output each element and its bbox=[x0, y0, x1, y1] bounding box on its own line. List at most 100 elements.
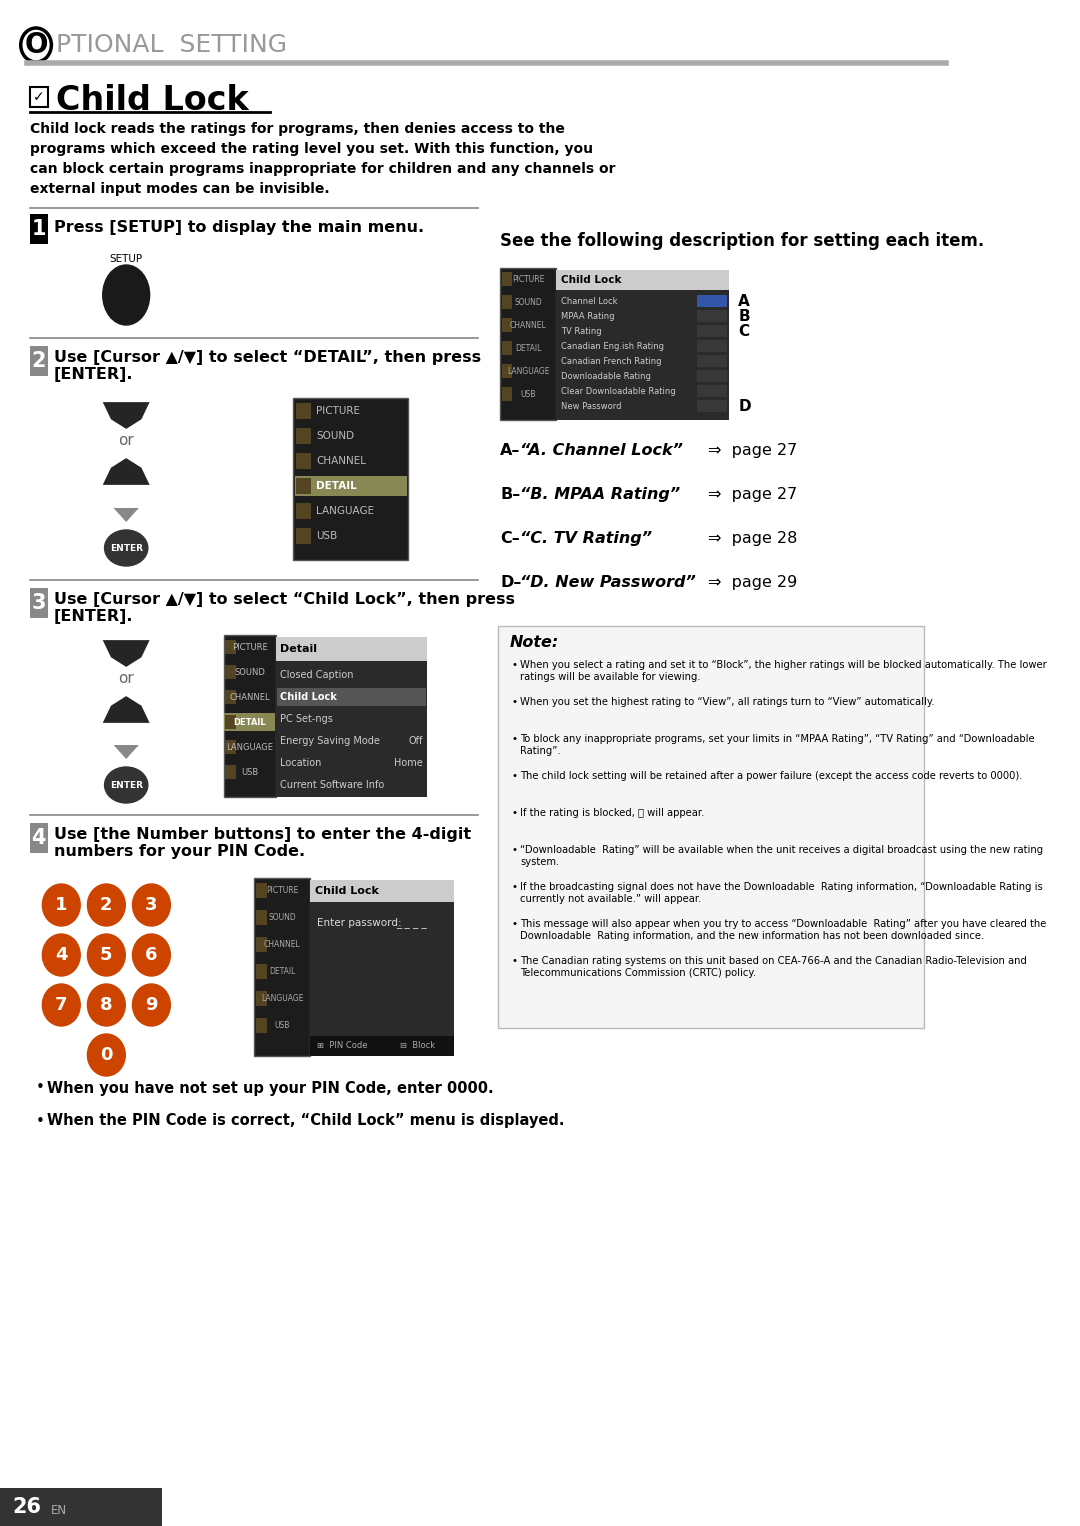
FancyBboxPatch shape bbox=[30, 346, 48, 375]
Text: To block any inappropriate programs, set your limits in “MPAA Rating”, “TV Ratin: To block any inappropriate programs, set… bbox=[521, 734, 1038, 755]
Text: LANGUAGE: LANGUAGE bbox=[261, 993, 303, 1003]
Text: LANGUAGE: LANGUAGE bbox=[507, 366, 550, 375]
Ellipse shape bbox=[105, 530, 148, 566]
Text: 0: 0 bbox=[100, 1045, 112, 1064]
Text: or: or bbox=[119, 433, 134, 449]
Text: 9: 9 bbox=[145, 996, 158, 1013]
FancyBboxPatch shape bbox=[502, 317, 512, 333]
Polygon shape bbox=[113, 745, 139, 758]
FancyBboxPatch shape bbox=[697, 356, 728, 366]
Text: ⇒  page 29: ⇒ page 29 bbox=[707, 574, 797, 589]
FancyBboxPatch shape bbox=[226, 716, 237, 729]
Text: EN: EN bbox=[51, 1505, 67, 1517]
Text: CHANNEL: CHANNEL bbox=[264, 940, 300, 949]
Text: Canadian French Rating: Canadian French Rating bbox=[561, 357, 661, 366]
Text: 6: 6 bbox=[145, 946, 158, 964]
Text: If the rating is blocked, Ⓟ will appear.: If the rating is blocked, Ⓟ will appear. bbox=[521, 807, 704, 818]
Text: 1: 1 bbox=[31, 220, 46, 240]
Text: This message will also appear when you try to access “Downloadable  Rating” afte: This message will also appear when you t… bbox=[521, 919, 1047, 940]
Text: LANGUAGE: LANGUAGE bbox=[226, 743, 273, 751]
Text: Home: Home bbox=[394, 758, 422, 768]
Text: USB: USB bbox=[521, 389, 536, 398]
Text: When you have not set up your PIN Code, enter 0000.: When you have not set up your PIN Code, … bbox=[46, 1080, 494, 1096]
Polygon shape bbox=[103, 639, 150, 667]
FancyBboxPatch shape bbox=[502, 295, 512, 308]
Text: USB: USB bbox=[241, 768, 258, 777]
Text: 2: 2 bbox=[31, 351, 46, 371]
Text: “C. TV Rating”: “C. TV Rating” bbox=[521, 531, 652, 545]
FancyBboxPatch shape bbox=[0, 1488, 162, 1526]
FancyBboxPatch shape bbox=[256, 964, 267, 980]
Text: USB: USB bbox=[274, 1021, 289, 1030]
Text: When you select a rating and set it to “Block”, the higher ratings will be block: When you select a rating and set it to “… bbox=[521, 661, 1047, 682]
Text: •: • bbox=[511, 771, 517, 781]
Circle shape bbox=[133, 934, 171, 977]
Circle shape bbox=[42, 884, 80, 926]
Text: 8: 8 bbox=[100, 996, 112, 1013]
FancyBboxPatch shape bbox=[226, 740, 237, 754]
Text: If the broadcasting signal does not have the Downloadable  Rating information, “: If the broadcasting signal does not have… bbox=[521, 882, 1043, 903]
Text: 5: 5 bbox=[100, 946, 112, 964]
FancyBboxPatch shape bbox=[226, 665, 237, 679]
Text: PICTURE: PICTURE bbox=[232, 642, 268, 652]
Text: C–: C– bbox=[500, 531, 519, 545]
FancyBboxPatch shape bbox=[226, 639, 237, 655]
Text: •: • bbox=[36, 1114, 45, 1129]
FancyBboxPatch shape bbox=[296, 528, 311, 543]
Text: LANGUAGE: LANGUAGE bbox=[316, 507, 375, 516]
Text: D: D bbox=[739, 398, 751, 414]
Text: CHANNEL: CHANNEL bbox=[510, 320, 546, 330]
FancyBboxPatch shape bbox=[225, 713, 275, 731]
FancyBboxPatch shape bbox=[502, 365, 512, 378]
Text: 7: 7 bbox=[55, 996, 68, 1013]
Text: SOUND: SOUND bbox=[514, 298, 542, 307]
Text: Current Software Info: Current Software Info bbox=[281, 780, 384, 790]
FancyBboxPatch shape bbox=[256, 1018, 267, 1033]
Text: Closed Caption: Closed Caption bbox=[281, 670, 354, 681]
Text: numbers for your PIN Code.: numbers for your PIN Code. bbox=[54, 844, 306, 859]
Text: PICTURE: PICTURE bbox=[512, 275, 544, 284]
FancyBboxPatch shape bbox=[226, 690, 237, 703]
FancyBboxPatch shape bbox=[556, 290, 729, 420]
Text: ⊞  PIN Code: ⊞ PIN Code bbox=[318, 1042, 368, 1050]
FancyBboxPatch shape bbox=[296, 504, 311, 519]
Polygon shape bbox=[103, 458, 150, 485]
Text: PC Set-ngs: PC Set-ngs bbox=[281, 714, 334, 723]
FancyBboxPatch shape bbox=[697, 325, 728, 337]
Text: _ _ _ _: _ _ _ _ bbox=[395, 919, 427, 928]
FancyBboxPatch shape bbox=[296, 427, 311, 444]
Text: ENTER: ENTER bbox=[110, 780, 143, 789]
Text: Detail: Detail bbox=[281, 644, 318, 655]
Text: DETAIL: DETAIL bbox=[269, 966, 295, 975]
FancyBboxPatch shape bbox=[293, 398, 408, 560]
FancyBboxPatch shape bbox=[310, 881, 455, 902]
Text: MPAA Rating: MPAA Rating bbox=[561, 311, 615, 320]
Text: Downloadable Rating: Downloadable Rating bbox=[561, 371, 650, 380]
FancyBboxPatch shape bbox=[310, 1036, 455, 1056]
Text: •: • bbox=[511, 697, 517, 707]
Text: “D. New Password”: “D. New Password” bbox=[521, 574, 696, 589]
FancyBboxPatch shape bbox=[256, 990, 267, 1006]
FancyBboxPatch shape bbox=[296, 478, 311, 494]
Text: ⇒  page 28: ⇒ page 28 bbox=[707, 531, 797, 545]
Circle shape bbox=[87, 1035, 125, 1076]
Text: [ENTER].: [ENTER]. bbox=[54, 366, 134, 382]
FancyBboxPatch shape bbox=[30, 87, 48, 107]
Text: TV Rating: TV Rating bbox=[561, 327, 602, 336]
Text: ⊟  Block: ⊟ Block bbox=[401, 1042, 435, 1050]
Circle shape bbox=[133, 984, 171, 1025]
Circle shape bbox=[42, 934, 80, 977]
Text: DETAIL: DETAIL bbox=[316, 481, 357, 491]
FancyBboxPatch shape bbox=[30, 214, 48, 244]
Text: Use [Cursor ▲/▼] to select “DETAIL”, then press: Use [Cursor ▲/▼] to select “DETAIL”, the… bbox=[54, 349, 482, 365]
Text: B–: B– bbox=[500, 487, 521, 502]
Text: 3: 3 bbox=[31, 594, 46, 613]
Text: B: B bbox=[739, 308, 750, 324]
Text: See the following description for setting each item.: See the following description for settin… bbox=[500, 232, 985, 250]
Ellipse shape bbox=[103, 266, 150, 325]
Text: 1: 1 bbox=[55, 896, 68, 914]
Text: DETAIL: DETAIL bbox=[515, 343, 541, 353]
Text: D–: D– bbox=[500, 574, 522, 589]
Text: Use [Cursor ▲/▼] to select “Child Lock”, then press: Use [Cursor ▲/▼] to select “Child Lock”,… bbox=[54, 592, 515, 606]
FancyBboxPatch shape bbox=[296, 403, 311, 420]
